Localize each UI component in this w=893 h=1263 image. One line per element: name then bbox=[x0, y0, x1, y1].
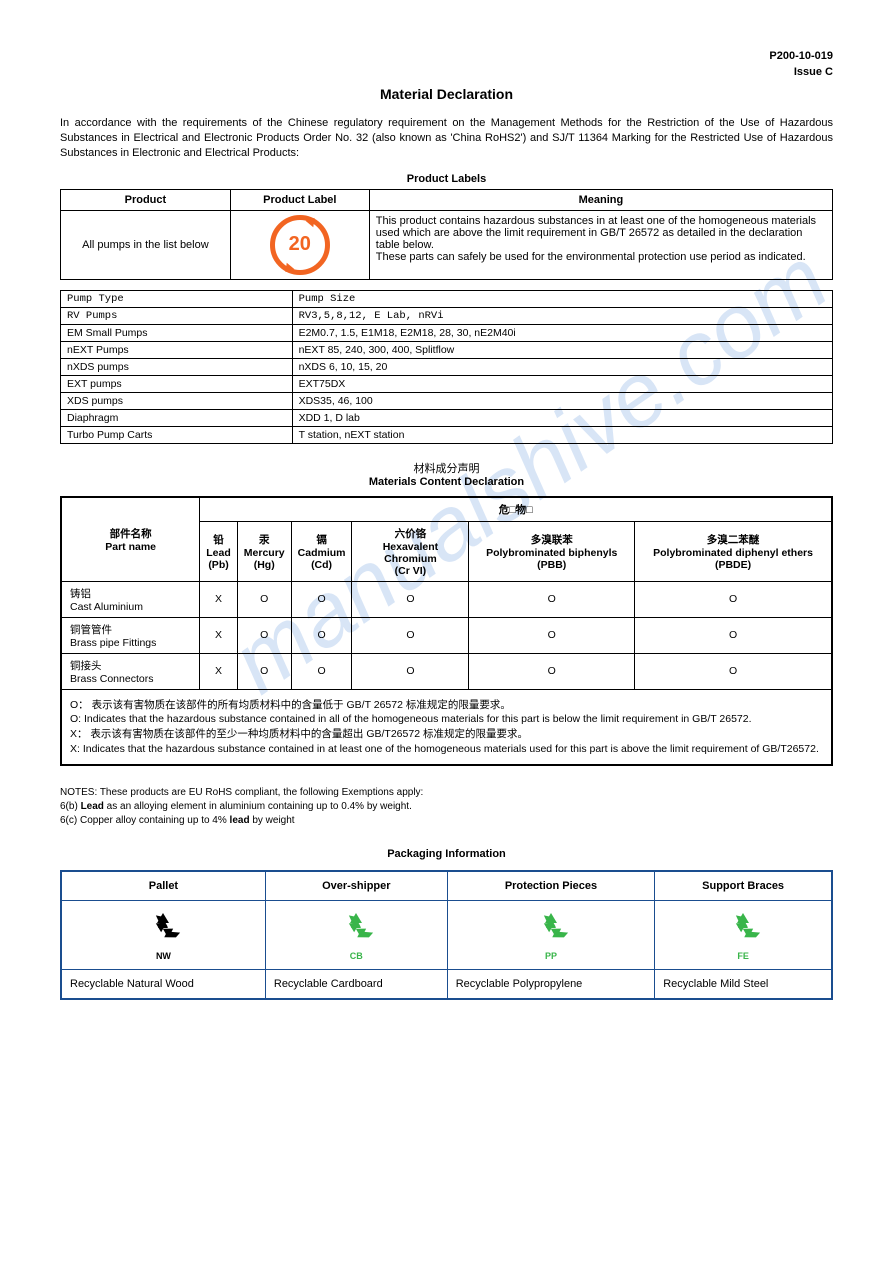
pump-table: Pump Type Pump Size RV PumpsRV3,5,8,12, … bbox=[60, 290, 833, 444]
packaging-col-header: Pallet bbox=[61, 871, 265, 901]
packaging-icon-cell: CB bbox=[265, 901, 447, 970]
notes-l2: 6(b) Lead as an alloying element in alum… bbox=[60, 800, 833, 814]
material-value-cell: X bbox=[200, 653, 238, 689]
material-value-cell: O bbox=[469, 653, 635, 689]
partname-header-cn: 部件名称 bbox=[68, 526, 193, 541]
pump-size-cell: XDS35, 46, 100 bbox=[292, 392, 832, 409]
recycle-code: FE bbox=[663, 951, 823, 961]
material-col-header: 汞Mercury(Hg) bbox=[237, 521, 291, 581]
pump-size-cell: EXT75DX bbox=[292, 375, 832, 392]
material-col-header: 多溴二苯醚Polybrominated diphenyl ethers (PBD… bbox=[635, 521, 832, 581]
packaging-icon-cell: 5 PP bbox=[447, 901, 654, 970]
pump-size-cell: RV3,5,8,12, E Lab, nRVi bbox=[292, 307, 832, 324]
pump-size-cell: XDD 1, D lab bbox=[292, 409, 832, 426]
packaging-col-header: Protection Pieces bbox=[447, 871, 654, 901]
material-col-header: 多溴联苯Polybrominated biphenyls (PBB) bbox=[469, 521, 635, 581]
recycle-icon bbox=[143, 909, 183, 949]
svg-text:5: 5 bbox=[549, 922, 553, 929]
intro-paragraph: In accordance with the requirements of t… bbox=[60, 116, 833, 161]
pump-size-cell: nEXT 85, 240, 300, 400, Splitflow bbox=[292, 341, 832, 358]
recycle-code: PP bbox=[456, 951, 646, 961]
recycle-code: NW bbox=[70, 951, 257, 961]
pump-type-cell: EXT pumps bbox=[61, 375, 293, 392]
materials-title-cn: 材料成分声明 bbox=[60, 460, 833, 476]
pump-size-cell: T station, nEXT station bbox=[292, 426, 832, 443]
pump-size-header: Pump Size bbox=[292, 290, 832, 307]
material-col-header: 铅Lead(Pb) bbox=[200, 521, 238, 581]
material-value-cell: O bbox=[469, 581, 635, 617]
hazmat-header: 危□物□ bbox=[200, 497, 832, 522]
pump-type-cell: RV Pumps bbox=[61, 307, 293, 324]
pump-type-cell: XDS pumps bbox=[61, 392, 293, 409]
product-labels-table: Product Product Label Meaning All pumps … bbox=[60, 189, 833, 280]
material-value-cell: O bbox=[635, 581, 832, 617]
materials-table: 部件名称 Part name 危□物□ 铅Lead(Pb)汞Mercury(Hg… bbox=[60, 496, 833, 767]
packaging-table: PalletOver-shipperProtection PiecesSuppo… bbox=[60, 870, 833, 1000]
material-value-cell: O bbox=[352, 581, 469, 617]
product-labels-heading: Product Labels bbox=[60, 173, 833, 185]
material-value-cell: O bbox=[635, 617, 832, 653]
pump-size-cell: E2M0.7, 1.5, E1M18, E2M18, 28, 30, nE2M4… bbox=[292, 324, 832, 341]
material-value-cell: O bbox=[635, 653, 832, 689]
material-value-cell: O bbox=[352, 617, 469, 653]
material-value-cell: O bbox=[237, 653, 291, 689]
material-value-cell: O bbox=[237, 581, 291, 617]
col-meaning: Meaning bbox=[369, 189, 832, 210]
pump-type-cell: Diaphragm bbox=[61, 409, 293, 426]
material-col-header: 六价铬Hexavalent Chromium(Cr VI) bbox=[352, 521, 469, 581]
part-name-cell: 铜管管件Brass pipe Fittings bbox=[61, 617, 200, 653]
doc-issue: Issue C bbox=[60, 66, 833, 78]
col-label: Product Label bbox=[230, 189, 369, 210]
material-value-cell: O bbox=[469, 617, 635, 653]
product-cell: All pumps in the list below bbox=[61, 210, 231, 279]
recycle-icon: 5 bbox=[531, 909, 571, 949]
packaging-desc-cell: Recyclable Natural Wood bbox=[61, 970, 265, 1000]
notes-l1: NOTES: These products are EU RoHS compli… bbox=[60, 786, 833, 800]
recycle-icon bbox=[723, 909, 763, 949]
packaging-desc-cell: Recyclable Cardboard bbox=[265, 970, 447, 1000]
recycle-icon bbox=[336, 909, 376, 949]
packaging-heading: Packaging Information bbox=[60, 848, 833, 860]
packaging-desc-cell: Recyclable Mild Steel bbox=[655, 970, 832, 1000]
meaning-cell: This product contains hazardous substanc… bbox=[369, 210, 832, 279]
pump-type-cell: nXDS pumps bbox=[61, 358, 293, 375]
partname-header-en: Part name bbox=[68, 541, 193, 553]
page-title: Material Declaration bbox=[60, 86, 833, 102]
packaging-col-header: Support Braces bbox=[655, 871, 832, 901]
material-value-cell: O bbox=[352, 653, 469, 689]
col-product: Product bbox=[61, 189, 231, 210]
partname-header: 部件名称 Part name bbox=[61, 497, 200, 582]
packaging-col-header: Over-shipper bbox=[265, 871, 447, 901]
part-name-cell: 铸铝Cast Aluminium bbox=[61, 581, 200, 617]
pump-type-cell: Turbo Pump Carts bbox=[61, 426, 293, 443]
pump-size-cell: nXDS 6, 10, 15, 20 bbox=[292, 358, 832, 375]
material-value-cell: X bbox=[200, 617, 238, 653]
material-value-cell: O bbox=[291, 617, 352, 653]
recycle-code: CB bbox=[274, 951, 439, 961]
material-col-header: 镉Cadmium(Cd) bbox=[291, 521, 352, 581]
pump-type-cell: nEXT Pumps bbox=[61, 341, 293, 358]
notes-block: NOTES: These products are EU RoHS compli… bbox=[60, 786, 833, 828]
material-value-cell: O bbox=[291, 581, 352, 617]
pump-type-header: Pump Type bbox=[61, 290, 293, 307]
materials-legend: O： 表示该有害物质在该部件的所有均质材料中的含量低于 GB/T 26572 标… bbox=[61, 689, 832, 765]
notes-l3: 6(c) Copper alloy containing up to 4% le… bbox=[60, 814, 833, 828]
part-name-cell: 铜接头Brass Connectors bbox=[61, 653, 200, 689]
epup-icon: 20 bbox=[270, 215, 330, 275]
packaging-icon-cell: FE bbox=[655, 901, 832, 970]
material-value-cell: X bbox=[200, 581, 238, 617]
label-icon-cell: 20 bbox=[230, 210, 369, 279]
materials-title-en: Materials Content Declaration bbox=[60, 476, 833, 488]
material-value-cell: O bbox=[291, 653, 352, 689]
pump-type-cell: EM Small Pumps bbox=[61, 324, 293, 341]
material-value-cell: O bbox=[237, 617, 291, 653]
packaging-desc-cell: Recyclable Polypropylene bbox=[447, 970, 654, 1000]
doc-number: P200-10-019 bbox=[60, 50, 833, 62]
packaging-icon-cell: NW bbox=[61, 901, 265, 970]
